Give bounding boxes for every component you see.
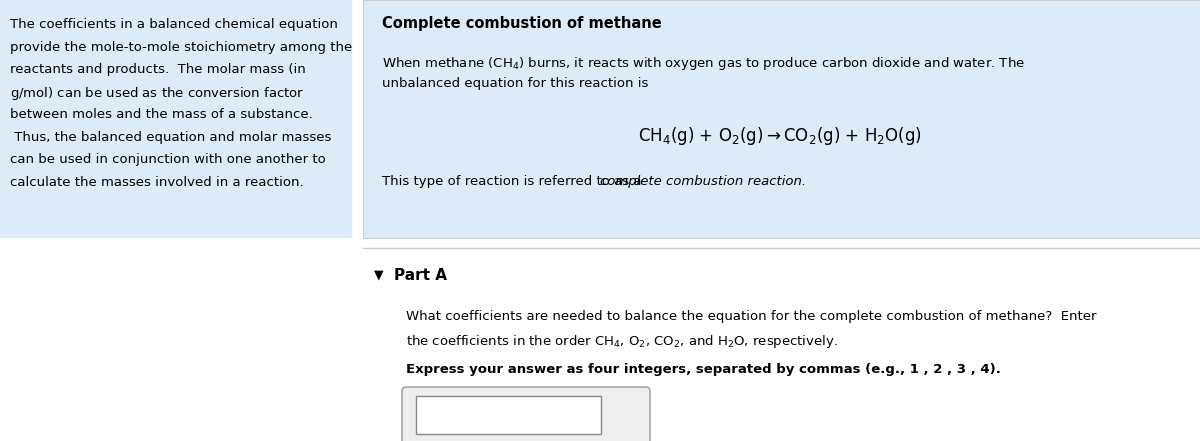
Text: CH$_4$(g) + O$_2$(g)$\rightarrow$CO$_2$(g) + H$_2$O(g): CH$_4$(g) + O$_2$(g)$\rightarrow$CO$_2$(… <box>638 125 922 147</box>
Text: Complete combustion of methane: Complete combustion of methane <box>382 16 661 31</box>
Bar <box>0 0 352 238</box>
Text: Part A: Part A <box>394 268 446 283</box>
Text: ▼: ▼ <box>374 268 384 281</box>
Text: can be used in conjunction with one another to: can be used in conjunction with one anot… <box>10 153 325 166</box>
FancyBboxPatch shape <box>402 387 650 441</box>
Text: Express your answer as four integers, separated by commas (e.g., 1 , 2 , 3 , 4).: Express your answer as four integers, se… <box>406 363 1001 376</box>
Bar <box>416 396 601 434</box>
Text: What coefficients are needed to balance the equation for the complete combustion: What coefficients are needed to balance … <box>406 310 1097 323</box>
Text: This type of reaction is referred to as a: This type of reaction is referred to as … <box>382 175 646 188</box>
Text: unbalanced equation for this reaction is: unbalanced equation for this reaction is <box>382 78 648 90</box>
Text: between moles and the mass of a substance.: between moles and the mass of a substanc… <box>10 108 313 121</box>
Text: When methane (CH$_4$) burns, it reacts with oxygen gas to produce carbon dioxide: When methane (CH$_4$) burns, it reacts w… <box>382 55 1025 72</box>
Text: Thus, the balanced equation and molar masses: Thus, the balanced equation and molar ma… <box>10 131 331 143</box>
Text: provide the mole-to-mole stoichiometry among the: provide the mole-to-mole stoichiometry a… <box>10 41 353 53</box>
Text: The coefficients in a balanced chemical equation: The coefficients in a balanced chemical … <box>10 18 338 31</box>
Bar <box>364 0 1200 238</box>
Text: calculate the masses involved in a reaction.: calculate the masses involved in a react… <box>10 176 304 188</box>
Text: reactants and products.  The molar mass (in: reactants and products. The molar mass (… <box>10 63 306 76</box>
Text: $\mathregular{g/mol}$) can be used as the conversion factor: $\mathregular{g/mol}$) can be used as th… <box>10 86 305 102</box>
Text: complete combustion reaction.: complete combustion reaction. <box>600 175 806 188</box>
Text: the coefficients in the order CH$_4$, O$_2$, CO$_2$, and H$_2$O, respectively.: the coefficients in the order CH$_4$, O$… <box>406 333 838 350</box>
